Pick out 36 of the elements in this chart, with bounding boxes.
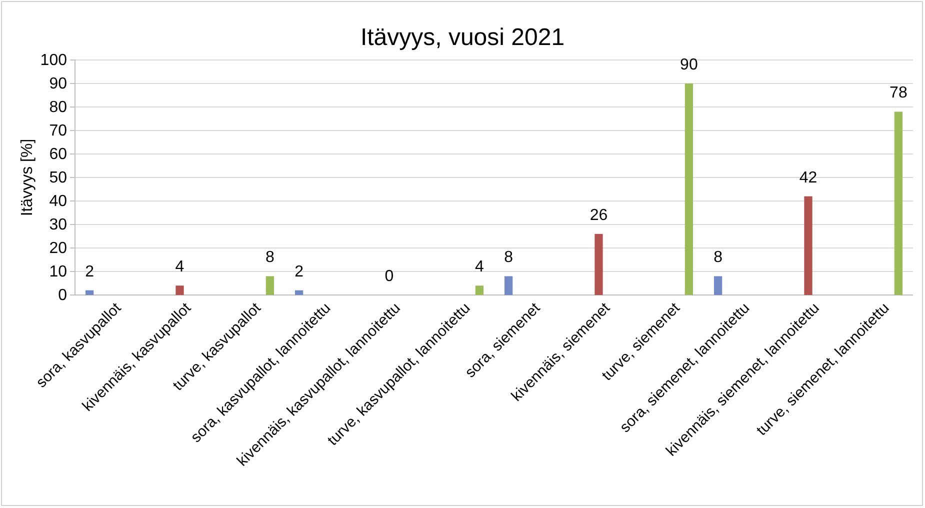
data-label: 8 — [266, 249, 274, 266]
bar — [504, 276, 513, 295]
bar — [176, 286, 184, 295]
y-tick-label: 50 — [49, 170, 68, 187]
data-label: 2 — [85, 263, 94, 280]
bar — [894, 112, 903, 295]
data-label: 78 — [890, 84, 908, 102]
data-label: 42 — [799, 169, 818, 186]
y-tick-label: 0 — [58, 287, 68, 304]
bar — [714, 276, 722, 295]
bar — [684, 84, 694, 295]
data-label: 4 — [175, 258, 184, 276]
data-label: 8 — [504, 249, 514, 266]
y-axis-title: Itävyys [%] — [19, 138, 36, 216]
data-label: 90 — [680, 56, 698, 74]
bar — [475, 286, 484, 295]
data-label: 8 — [714, 249, 723, 266]
bar — [294, 290, 304, 295]
bar — [594, 234, 603, 295]
y-tick-label: 60 — [49, 146, 68, 164]
data-label: 26 — [590, 206, 608, 224]
data-label: 2 — [294, 263, 304, 280]
y-tick-label: 80 — [49, 99, 68, 116]
bar — [85, 290, 94, 295]
data-label: 4 — [475, 258, 484, 276]
y-tick-label: 30 — [49, 216, 68, 234]
y-tick-label: 100 — [40, 52, 68, 70]
bar — [266, 276, 274, 295]
bar — [804, 196, 812, 295]
y-tick-label: 70 — [49, 122, 68, 140]
y-tick-label: 40 — [49, 193, 68, 210]
y-tick-label: 20 — [49, 240, 68, 258]
y-tick-label: 90 — [49, 76, 68, 93]
chart-title: Itävyys, vuosi 2021 — [360, 24, 565, 51]
y-tick-label: 10 — [49, 264, 68, 281]
data-label: 0 — [384, 268, 394, 285]
